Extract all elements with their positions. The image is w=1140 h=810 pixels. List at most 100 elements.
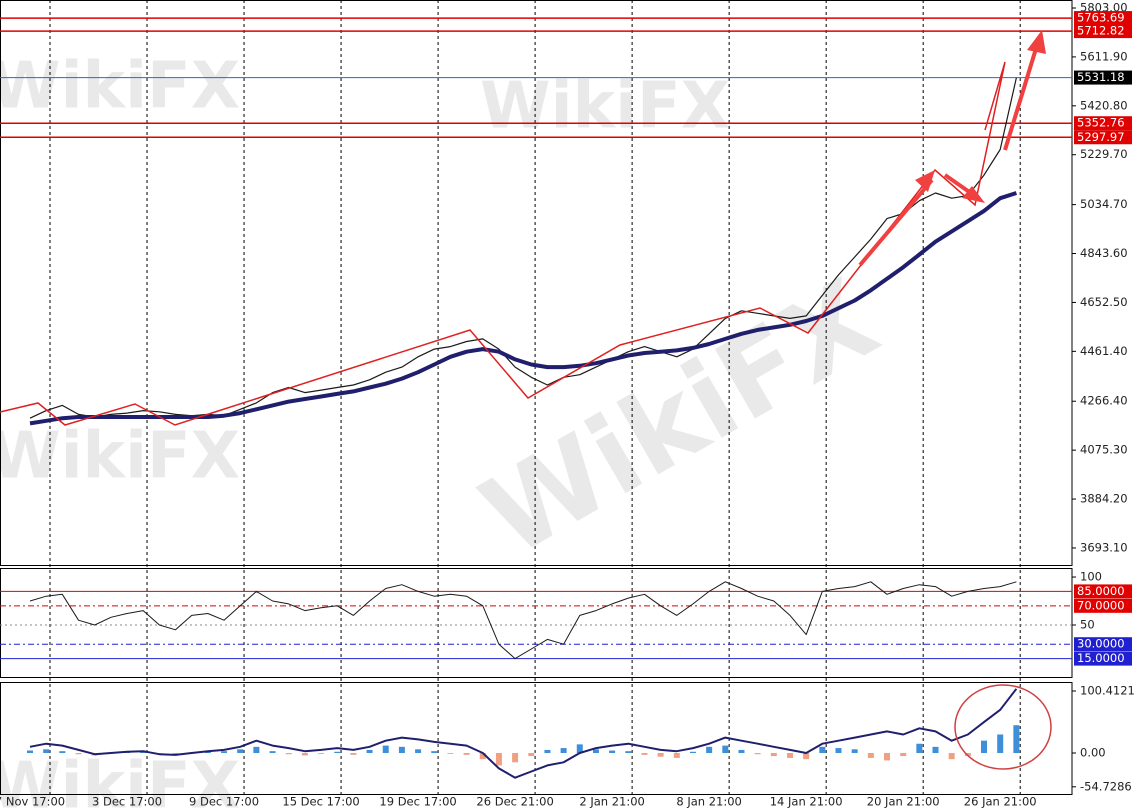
- level-label: 5297.97: [1077, 130, 1125, 144]
- histogram-bar: [916, 743, 923, 754]
- level-box: [1074, 651, 1132, 666]
- y-tick-label: 5034.70: [1080, 197, 1128, 211]
- histogram-bar: [43, 749, 50, 754]
- y-tick-label: 4266.40: [1080, 394, 1128, 408]
- histogram-bar: [948, 753, 955, 760]
- level-box: [1074, 598, 1132, 613]
- level-label: 30.0000: [1077, 637, 1125, 651]
- x-tick-label: 19 Dec 17:00: [379, 795, 456, 809]
- histogram-bar: [835, 748, 842, 754]
- histogram-bar: [204, 751, 211, 754]
- histogram-bar: [221, 751, 228, 754]
- histogram-bar: [560, 748, 567, 754]
- y-tick-label: -54.7286: [1080, 779, 1132, 793]
- histogram-bar: [981, 740, 988, 754]
- histogram-bar: [803, 753, 810, 760]
- histogram-bar: [253, 746, 260, 754]
- level-box: [1074, 116, 1132, 131]
- level-box: [1074, 24, 1132, 39]
- arrow: [858, 178, 934, 267]
- histogram-bar: [576, 744, 583, 754]
- histogram-bar: [592, 749, 599, 754]
- histogram-bar: [140, 751, 147, 754]
- histogram-bar: [431, 751, 438, 754]
- x-tick-label: 26 Jan 21:00: [964, 795, 1037, 809]
- histogram-bar: [269, 751, 276, 754]
- trend-lines: [0, 61, 1006, 426]
- histogram-bar: [819, 746, 826, 754]
- pane-frame: [0, 568, 1073, 678]
- histogram-bar: [722, 745, 729, 754]
- histogram-bar: [738, 749, 745, 754]
- watermark: WikiFX: [0, 50, 240, 124]
- histogram-bar: [495, 753, 502, 766]
- histogram-bar: [528, 753, 535, 757]
- y-tick-label: 3884.20: [1080, 492, 1128, 506]
- histogram-bar: [366, 749, 373, 754]
- y-tick-label: 5420.80: [1080, 98, 1128, 112]
- y-tick-label: 4843.60: [1080, 246, 1128, 260]
- histogram-bar: [706, 746, 713, 754]
- histogram-bar: [415, 749, 422, 754]
- y-tick-label: 4075.30: [1080, 443, 1128, 457]
- x-tick-label: 8 Jan 21:00: [676, 795, 742, 809]
- x-tick-label: 26 Dec 21:00: [476, 795, 553, 809]
- y-tick-label: 100: [1080, 570, 1102, 584]
- level-label: 5352.76: [1077, 116, 1125, 130]
- level-box: [1074, 130, 1132, 145]
- pane-frame: [0, 0, 1073, 566]
- arrow-head: [1027, 30, 1046, 54]
- histogram-bar: [479, 753, 486, 760]
- arrow: [1003, 41, 1040, 151]
- histogram-bar: [641, 753, 648, 755]
- histogram-bar: [318, 753, 325, 754]
- x-tick-label: 9 Dec 17:00: [189, 795, 259, 809]
- histogram-bar: [657, 753, 664, 757]
- price-box: [1074, 70, 1132, 85]
- highlight-circle: [954, 684, 1052, 770]
- y-tick-label: 5611.90: [1080, 49, 1128, 63]
- annotations: [0, 30, 1052, 770]
- histogram-bar: [884, 753, 891, 761]
- y-tick-label: 3693.10: [1080, 540, 1128, 554]
- histogram-bar: [754, 753, 761, 755]
- histogram-bar: [1013, 725, 1020, 754]
- y-tick-label: 5229.70: [1080, 147, 1128, 161]
- histogram-bar: [237, 749, 244, 754]
- series-line: [29, 688, 1018, 779]
- level-label: 15.0000: [1077, 651, 1125, 665]
- histogram-bar: [770, 753, 777, 757]
- histogram-bar: [544, 749, 551, 754]
- watermark: WikiFX: [480, 70, 730, 144]
- histogram-bar: [27, 750, 33, 754]
- level-label: 85.0000: [1077, 584, 1125, 598]
- histogram-bar: [285, 753, 292, 755]
- level-label: 5712.82: [1077, 24, 1125, 38]
- histogram-bar: [334, 751, 341, 754]
- series-line: [29, 191, 1018, 426]
- histogram-bar: [851, 749, 858, 754]
- x-tick-label: 7 Nov 17:00: [0, 795, 65, 809]
- x-tick-label: 20 Jan 21:00: [867, 795, 940, 809]
- histogram-bar: [350, 753, 357, 755]
- histogram-bar: [59, 751, 66, 754]
- y-tick-label: 4461.40: [1080, 344, 1128, 358]
- histogram-bar: [625, 751, 632, 754]
- histogram-bar: [932, 746, 939, 754]
- histogram-bar: [382, 745, 389, 754]
- x-tick-label: 3 Dec 17:00: [92, 795, 162, 809]
- histogram-bar: [398, 746, 405, 754]
- level-label: 70.0000: [1077, 598, 1125, 612]
- arrow-head: [962, 186, 985, 203]
- histogram-bar: [75, 753, 82, 755]
- histogram-bar: [997, 734, 1004, 754]
- histogram-bar: [964, 753, 971, 757]
- price-label: 5531.18: [1077, 70, 1125, 84]
- y-tick-label: 100.4121: [1080, 684, 1135, 698]
- level-label: 5763.69: [1077, 11, 1125, 25]
- histogram-bar: [673, 753, 680, 758]
- histogram-bar: [786, 753, 793, 758]
- x-tick-label: 2 Jan 21:00: [579, 795, 645, 809]
- histogram-bar: [512, 753, 519, 763]
